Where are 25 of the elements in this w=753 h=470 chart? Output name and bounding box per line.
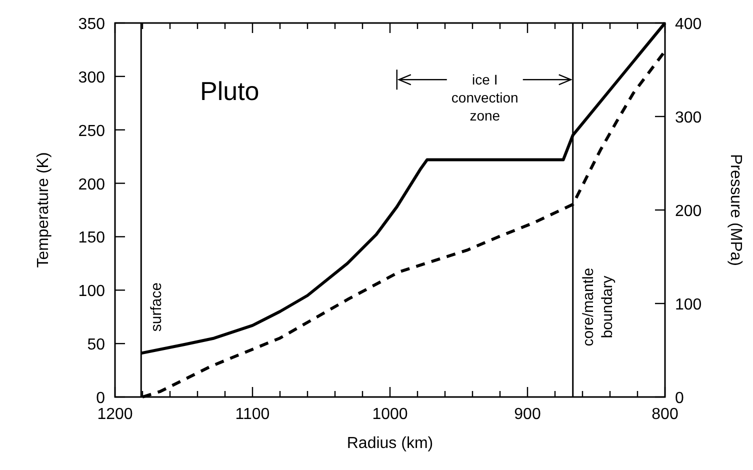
x-tick-label: 1000 <box>372 406 408 423</box>
x-tick-label: 1200 <box>97 406 133 423</box>
y-tick-label: 300 <box>78 69 106 86</box>
y2-tick-label: 0 <box>675 390 684 407</box>
x-tick-label: 1100 <box>235 406 270 423</box>
y2-tick-label: 200 <box>675 203 702 220</box>
y2-axis-title: Pressure (MPa) <box>727 154 744 266</box>
y-tick-label: 50 <box>87 336 106 354</box>
y2-tick-label: 400 <box>675 16 702 33</box>
x-tick-label: 900 <box>514 406 541 423</box>
y-tick-label: 0 <box>96 390 106 407</box>
annotation: Pluto <box>200 76 260 106</box>
y2-tick-label: 300 <box>675 110 702 126</box>
ref-line-label: surface <box>148 282 166 332</box>
annotation: ice I convection zone <box>451 72 518 124</box>
y-tick-label: 250 <box>78 122 106 140</box>
y-tick-label: 200 <box>78 176 106 194</box>
y-tick-label: 150 <box>78 230 106 247</box>
y-axis-title: Temperature (K) <box>35 152 52 268</box>
x-axis-title: Radius (km) <box>346 435 434 452</box>
y-tick-label: 350 <box>78 16 106 33</box>
x-tick-label: 800 <box>652 406 678 423</box>
ref-line-label: core/mantle boundary <box>580 268 616 346</box>
y2-tick-label: 100 <box>675 296 702 314</box>
y-tick-label: 100 <box>78 283 106 300</box>
